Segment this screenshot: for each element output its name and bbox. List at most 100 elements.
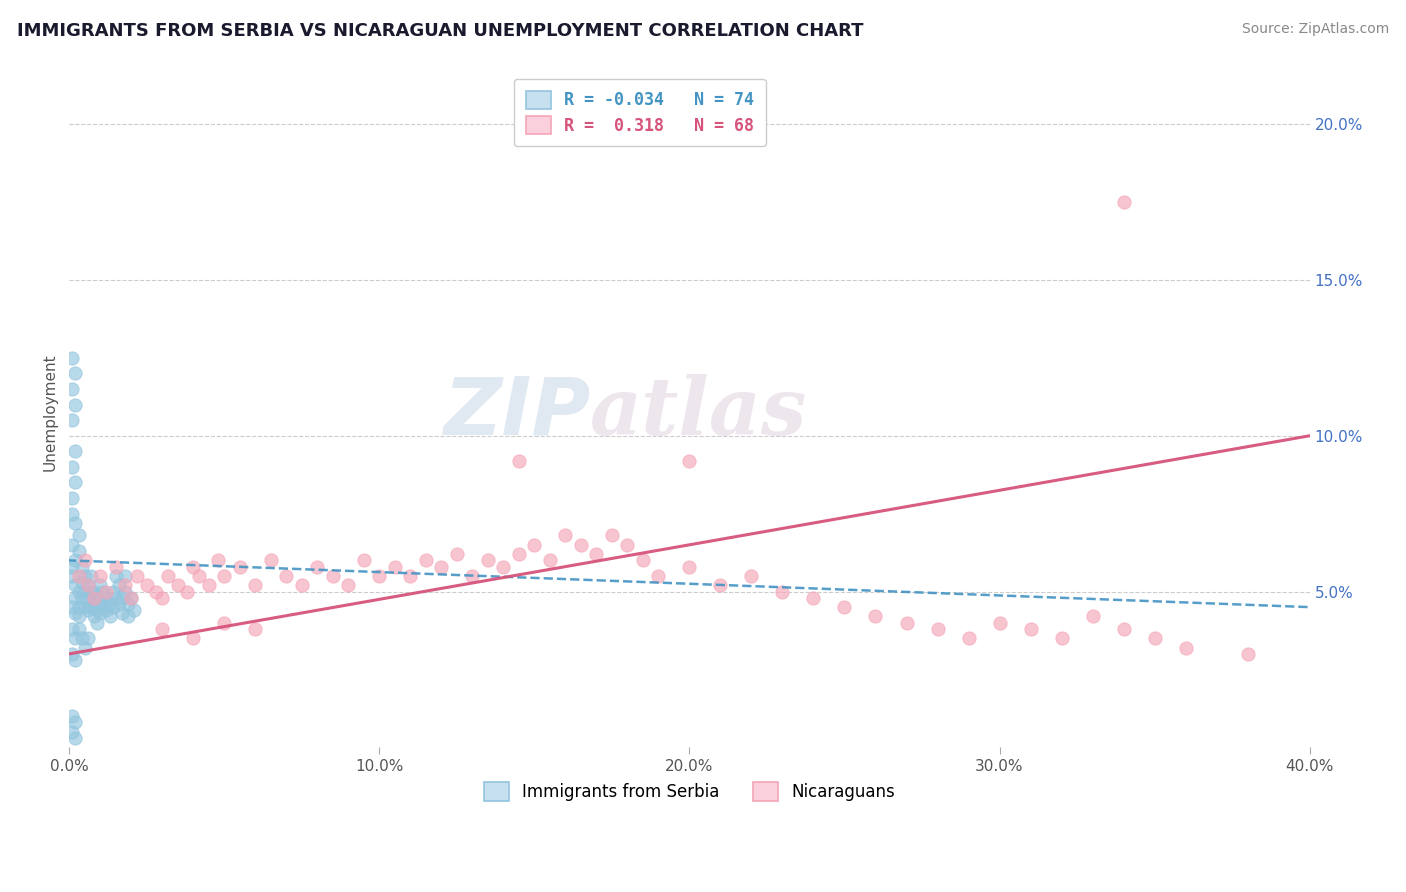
- Point: [157, 569, 180, 583]
- Point: [117, 597, 139, 611]
- Point: [600, 528, 623, 542]
- Point: [114, 569, 136, 583]
- Point: [89, 569, 111, 583]
- Point: [65, 632, 87, 646]
- Point: [114, 584, 136, 599]
- Point: [65, 553, 87, 567]
- Point: [70, 591, 93, 605]
- Point: [104, 591, 127, 605]
- Point: [60, 459, 83, 474]
- Point: [1112, 195, 1135, 210]
- Point: [60, 724, 83, 739]
- Point: [207, 553, 229, 567]
- Point: [67, 609, 90, 624]
- Point: [214, 569, 236, 583]
- Legend: Immigrants from Serbia, Nicaraguans: Immigrants from Serbia, Nicaraguans: [472, 771, 907, 813]
- Point: [65, 607, 87, 621]
- Point: [80, 569, 103, 583]
- Point: [89, 607, 111, 621]
- Point: [368, 569, 391, 583]
- Point: [461, 569, 484, 583]
- Point: [181, 559, 204, 574]
- Point: [166, 578, 188, 592]
- Point: [927, 622, 949, 636]
- Point: [60, 600, 83, 615]
- Point: [111, 607, 134, 621]
- Point: [150, 622, 173, 636]
- Point: [76, 578, 98, 592]
- Point: [65, 444, 87, 458]
- Point: [276, 569, 298, 583]
- Point: [135, 578, 157, 592]
- Point: [96, 584, 118, 599]
- Point: [176, 584, 198, 599]
- Point: [631, 553, 654, 567]
- Point: [585, 547, 607, 561]
- Point: [245, 622, 267, 636]
- Point: [70, 575, 93, 590]
- Point: [245, 578, 267, 592]
- Point: [772, 584, 794, 599]
- Point: [60, 382, 83, 396]
- Point: [430, 559, 453, 574]
- Point: [229, 559, 252, 574]
- Point: [399, 569, 422, 583]
- Point: [260, 553, 283, 567]
- Point: [93, 584, 115, 599]
- Point: [120, 591, 142, 605]
- Point: [834, 600, 856, 615]
- Point: [446, 547, 468, 561]
- Point: [96, 603, 118, 617]
- Point: [104, 559, 127, 574]
- Point: [80, 584, 103, 599]
- Point: [67, 600, 90, 615]
- Point: [709, 578, 731, 592]
- Point: [114, 578, 136, 592]
- Point: [150, 591, 173, 605]
- Point: [67, 622, 90, 636]
- Point: [740, 569, 762, 583]
- Point: [647, 569, 669, 583]
- Point: [73, 600, 96, 615]
- Point: [93, 597, 115, 611]
- Point: [65, 475, 87, 490]
- Point: [86, 615, 108, 630]
- Point: [104, 569, 127, 583]
- Point: [96, 591, 118, 605]
- Point: [83, 609, 105, 624]
- Point: [89, 578, 111, 592]
- Point: [65, 398, 87, 412]
- Point: [108, 578, 131, 592]
- Point: [322, 569, 344, 583]
- Point: [60, 622, 83, 636]
- Point: [988, 615, 1011, 630]
- Point: [76, 603, 98, 617]
- Point: [214, 615, 236, 630]
- Point: [1081, 609, 1104, 624]
- Point: [89, 594, 111, 608]
- Point: [65, 731, 87, 745]
- Point: [1019, 622, 1042, 636]
- Point: [865, 609, 887, 624]
- Point: [803, 591, 825, 605]
- Point: [108, 597, 131, 611]
- Point: [477, 553, 499, 567]
- Point: [101, 584, 124, 599]
- Point: [384, 559, 406, 574]
- Point: [98, 609, 121, 624]
- Point: [101, 600, 124, 615]
- Text: atlas: atlas: [591, 374, 807, 451]
- Point: [120, 591, 142, 605]
- Point: [70, 559, 93, 574]
- Point: [111, 591, 134, 605]
- Point: [65, 653, 87, 667]
- Point: [80, 600, 103, 615]
- Point: [76, 578, 98, 592]
- Point: [60, 647, 83, 661]
- Point: [523, 538, 546, 552]
- Point: [415, 553, 437, 567]
- Point: [76, 591, 98, 605]
- Point: [678, 453, 700, 467]
- Point: [508, 547, 530, 561]
- Point: [508, 453, 530, 467]
